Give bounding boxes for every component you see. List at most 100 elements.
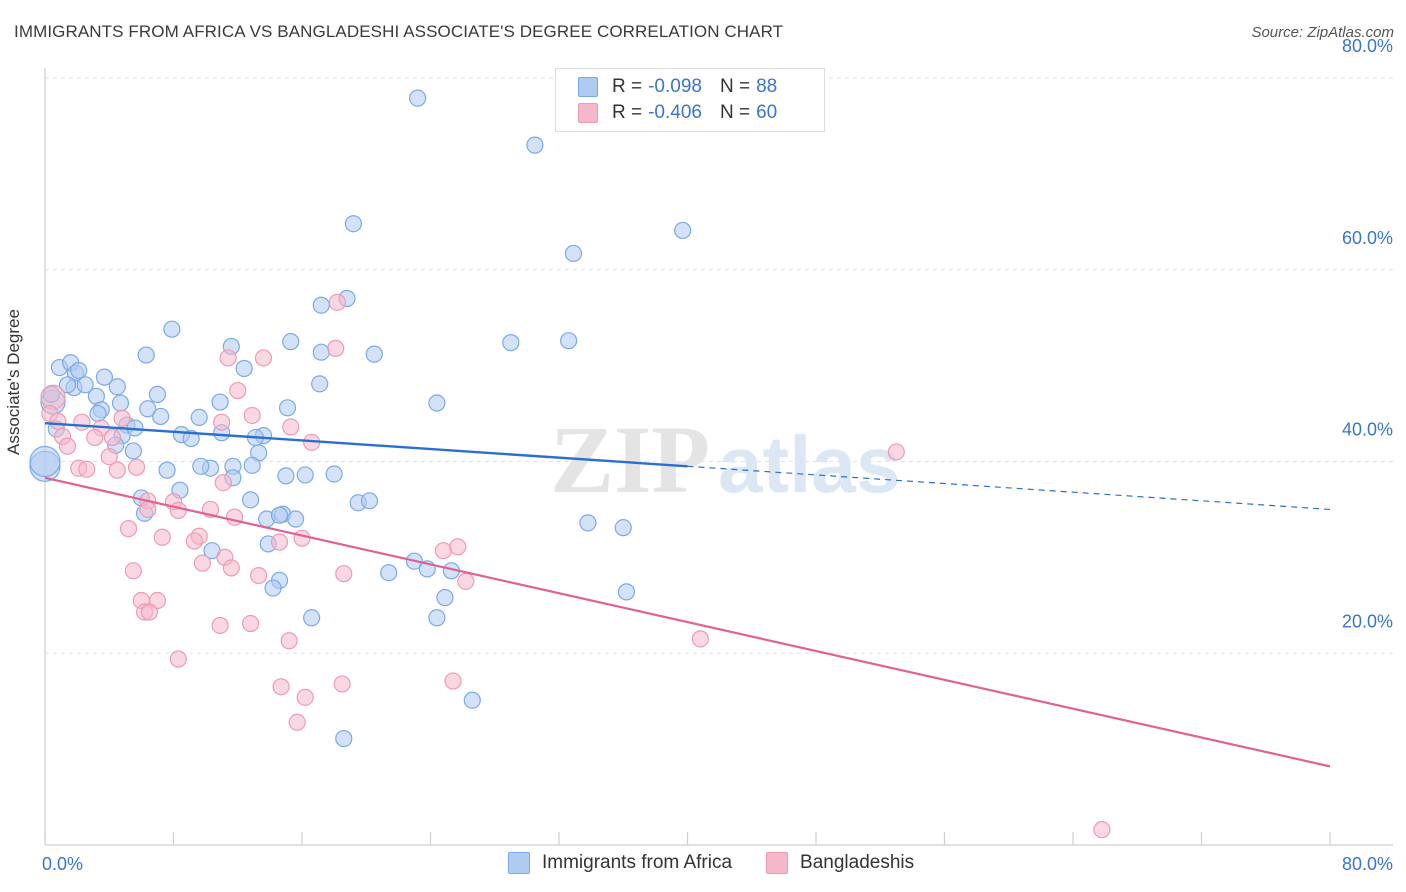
bangla-point bbox=[127, 458, 146, 476]
bangla-point bbox=[270, 533, 289, 551]
africa-point bbox=[365, 345, 383, 363]
bangla-point bbox=[243, 406, 261, 425]
watermark: ZIP atlas bbox=[550, 406, 900, 513]
africa-point bbox=[325, 465, 343, 483]
bangla-point bbox=[211, 616, 229, 635]
africa-point bbox=[428, 394, 446, 412]
africa-point bbox=[182, 429, 200, 448]
y-axis-label: Associate's Degree bbox=[4, 309, 23, 455]
africa-point bbox=[89, 404, 107, 423]
africa-point bbox=[235, 359, 253, 378]
africa-point bbox=[617, 583, 636, 601]
bangla-point bbox=[444, 672, 462, 690]
tick-labels: 20.0% 40.0% 60.0% 80.0% 0.0% 80.0% bbox=[42, 36, 1393, 874]
y-tick-label: 80.0% bbox=[1342, 36, 1393, 56]
y-tick-label: 60.0% bbox=[1342, 228, 1393, 248]
africa-point bbox=[95, 368, 114, 386]
africa-point bbox=[360, 492, 379, 510]
africa-point bbox=[312, 296, 330, 314]
africa-point bbox=[211, 393, 229, 411]
bangla-point bbox=[153, 528, 171, 546]
africa-point bbox=[243, 456, 261, 474]
africa-point bbox=[436, 589, 454, 607]
bangla-point bbox=[119, 520, 138, 538]
bottom-legend-africa[interactable]: Immigrants from Africa bbox=[508, 852, 732, 874]
legend-swatch-africa bbox=[578, 77, 598, 97]
legend-swatch-bangla bbox=[578, 103, 598, 123]
africa-point bbox=[286, 510, 305, 528]
africa-trend-extension bbox=[687, 465, 1331, 511]
africa-point bbox=[58, 376, 77, 394]
legend-r-label: R = bbox=[612, 102, 643, 123]
africa-point bbox=[76, 376, 94, 394]
legend-n-label: N = bbox=[719, 102, 751, 123]
legend-n-value: 60 bbox=[756, 102, 778, 123]
bangla-point bbox=[103, 428, 122, 447]
bangla-point bbox=[272, 678, 290, 696]
x-tick-label: 0.0% bbox=[42, 854, 83, 874]
africa-point bbox=[579, 514, 597, 532]
source-label: Source: ZipAtlas.com bbox=[1251, 24, 1394, 41]
bangla-point bbox=[328, 293, 346, 311]
africa-point bbox=[278, 399, 297, 417]
africa-point bbox=[108, 378, 126, 396]
bangla-point bbox=[139, 500, 157, 519]
africa-point bbox=[335, 729, 353, 748]
africa-point bbox=[312, 343, 330, 361]
africa-point bbox=[139, 400, 157, 418]
africa-point bbox=[614, 519, 632, 537]
bangla-point bbox=[78, 460, 96, 478]
bangla-point bbox=[457, 572, 475, 590]
africa-point bbox=[344, 215, 362, 233]
legend-r-value: -0.098 bbox=[648, 76, 702, 97]
bangla-point bbox=[335, 565, 353, 583]
bangla-point bbox=[222, 559, 240, 577]
bangla-point bbox=[214, 473, 232, 492]
bangla-point bbox=[185, 532, 203, 550]
legend-r-label: R = bbox=[612, 76, 643, 97]
africa-point bbox=[409, 89, 427, 107]
bangla-point bbox=[100, 448, 118, 466]
bottom-legend: Immigrants from Africa Bangladeshis bbox=[508, 852, 948, 874]
africa-point bbox=[152, 407, 170, 426]
legend-n-value: 88 bbox=[756, 76, 778, 97]
bangla-point bbox=[124, 562, 142, 580]
africa-point bbox=[282, 333, 300, 351]
africa-point bbox=[148, 385, 167, 403]
africa-point bbox=[70, 361, 88, 380]
africa-point bbox=[380, 564, 398, 582]
bottom-legend-label: Immigrants from Africa bbox=[542, 852, 733, 873]
bangla-point bbox=[449, 538, 467, 556]
bangla-point bbox=[288, 713, 306, 731]
bangla-point bbox=[434, 542, 452, 560]
africa-point bbox=[264, 579, 282, 597]
africa-point bbox=[29, 445, 61, 478]
bottom-legend-swatch-bangla bbox=[766, 852, 789, 874]
bangla-point bbox=[280, 632, 298, 650]
bangla-point bbox=[1093, 821, 1111, 839]
bangla-point bbox=[58, 437, 77, 455]
bottom-legend-bangla[interactable]: Bangladeshis bbox=[766, 852, 914, 874]
bangla-point bbox=[169, 650, 187, 668]
y-tick-label: 40.0% bbox=[1342, 420, 1393, 440]
africa-point bbox=[137, 346, 155, 364]
africa-point bbox=[560, 332, 578, 350]
africa-point bbox=[428, 609, 446, 627]
africa-point bbox=[463, 691, 481, 709]
bangla-point bbox=[140, 603, 159, 621]
bangla-point bbox=[242, 614, 260, 633]
bangla-trend-line bbox=[44, 476, 1331, 768]
chart-title: IMMIGRANTS FROM AFRICA VS BANGLADESHI AS… bbox=[14, 22, 784, 41]
bangla-point bbox=[213, 413, 231, 431]
africa-point bbox=[311, 375, 329, 393]
bangla-point bbox=[691, 630, 709, 648]
bangla-point bbox=[113, 409, 131, 427]
bangla-point bbox=[293, 529, 311, 547]
africa-trend-line bbox=[44, 421, 688, 468]
x-tick-label: 80.0% bbox=[1342, 854, 1393, 874]
africa-point bbox=[277, 467, 295, 485]
africa-point bbox=[124, 442, 142, 460]
bangla-point bbox=[86, 428, 104, 447]
bangla-point bbox=[108, 461, 126, 479]
